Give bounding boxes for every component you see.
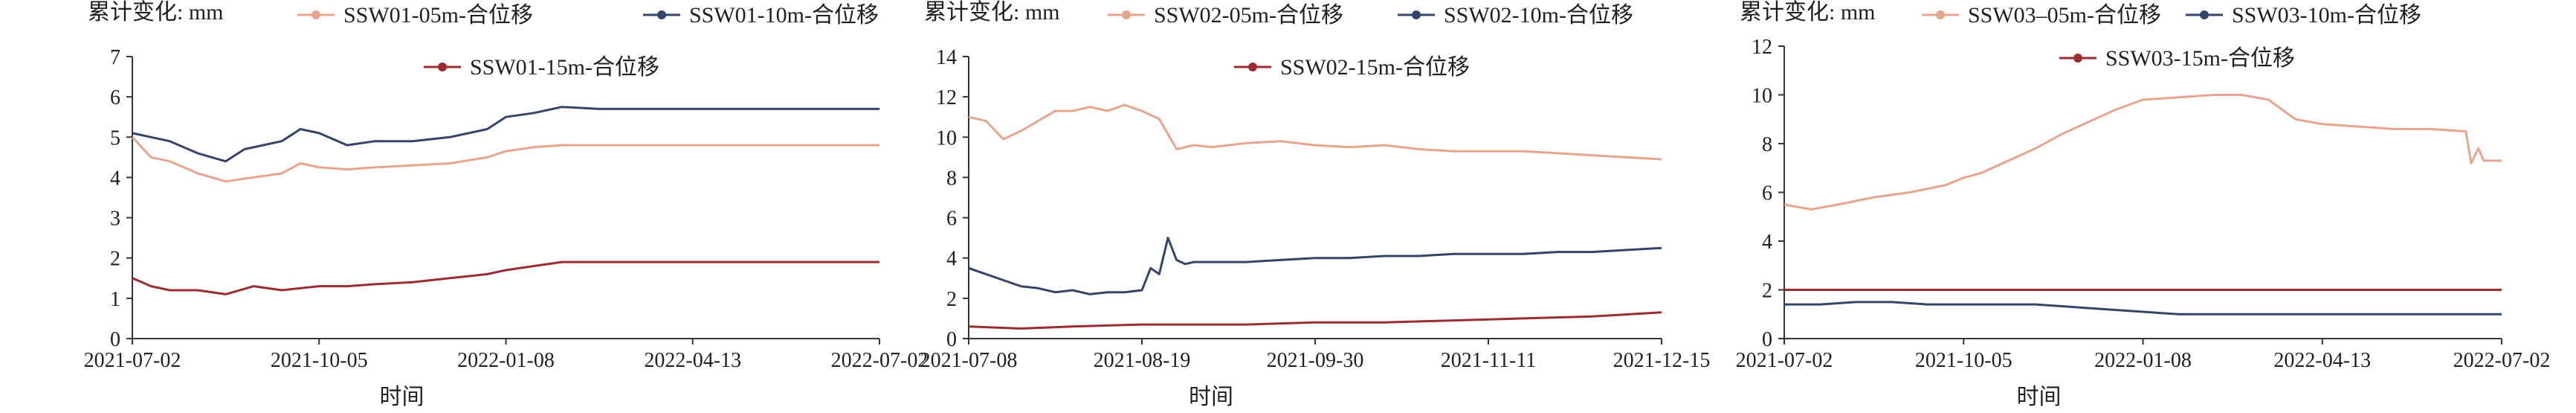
x-tick-label: 2021-09-30 [1267, 349, 1364, 372]
legend-label: SSW01-15m-合位移 [470, 55, 659, 80]
y-tick-label: 8 [946, 167, 957, 190]
legend-swatch-marker [1936, 10, 1945, 19]
x-tick-label: 2021-07-02 [84, 349, 181, 372]
x-tick-label: 2022-07-02 [831, 349, 929, 372]
legend-swatch-marker [438, 63, 447, 71]
legend-item-3: SSW03-15m-合位移 [2059, 46, 2295, 71]
legend-swatch-marker [657, 10, 666, 19]
x-tick-label: 2022-07-02 [2453, 349, 2551, 372]
chart-3: 0 2 4 6 8 10 12 2021-07-02 2021-10-05 2022-01-08 2… [1736, 0, 2551, 409]
x-tick-label: 2021-11-11 [1441, 349, 1537, 372]
x-tick-label: 2022-01-08 [2094, 349, 2192, 372]
y-tick-label: 10 [1752, 85, 1772, 108]
y-tick-label: 8 [1762, 133, 1772, 156]
legend-swatch-marker [311, 10, 320, 19]
y-axis-title: 累计变化: mm [924, 0, 1060, 25]
y-tick-label: 12 [936, 86, 957, 109]
y-tick-label: 3 [110, 208, 120, 231]
y-tick-label: 10 [936, 127, 957, 150]
legend-label: SSW02-15m-合位移 [1280, 55, 1470, 80]
y-axis-title: 累计变化: mm [1740, 0, 1876, 25]
legend-item-3: SSW02-15m-合位移 [1234, 55, 1470, 80]
y-tick-label: 0 [946, 328, 957, 351]
legend-label: SSW02-10m-合位移 [1444, 3, 1633, 28]
legend-label: SSW03-15m-合位移 [2105, 46, 2295, 71]
x-tick-label: 2021-12-15 [1613, 349, 1711, 372]
legend-item-2: SSW03-10m-合位移 [2186, 3, 2421, 28]
y-tick-label: 6 [1762, 182, 1772, 205]
legend-item-2: SSW01-10m-合位移 [643, 3, 879, 28]
chart-2: 0 2 4 6 8 10 12 14 2021-07-08 2021-08-19 2021-09-3… [920, 0, 1711, 409]
legend-item-1: SSW02-05m-合位移 [1108, 3, 1343, 28]
legend-label: SSW03-10m-合位移 [2232, 3, 2421, 28]
legend-item-3: SSW01-15m-合位移 [424, 55, 659, 80]
x-axis-title: 时间 [2017, 385, 2062, 409]
legend-item-1: SSW03–05m-合位移 [1922, 3, 2161, 28]
y-tick-label: 6 [946, 208, 957, 231]
y-tick-label: 7 [110, 46, 120, 69]
x-axis-title: 时间 [1189, 385, 1233, 409]
series-line-1 [1783, 94, 2502, 211]
legend-item-1: SSW01-05m-合位移 [297, 3, 533, 28]
y-tick-label: 4 [946, 248, 957, 271]
x-tick-label: 2021-10-05 [271, 349, 368, 372]
y-tick-label: 4 [1762, 231, 1772, 254]
legend-label: SSW01-05m-合位移 [343, 3, 533, 28]
legend-label: SSW02-05m-合位移 [1154, 3, 1343, 28]
y-tick-label: 4 [110, 167, 120, 190]
series-line-3 [968, 311, 1662, 330]
y-tick-label: 6 [110, 86, 120, 109]
x-tick-label: 2021-07-08 [920, 349, 1018, 372]
series-line-3 [132, 260, 879, 295]
legend-item-2: SSW02-10m-合位移 [1398, 3, 1633, 28]
y-tick-label: 0 [110, 328, 120, 351]
y-tick-label: 2 [946, 288, 957, 311]
series-line-2 [132, 106, 879, 163]
legend-label: SSW03–05m-合位移 [1968, 3, 2161, 28]
series-line-2 [1784, 301, 2502, 316]
y-tick-label: 1 [110, 288, 120, 311]
series-line-1 [131, 136, 879, 183]
x-axis-title: 时间 [380, 385, 425, 409]
x-tick-label: 2021-07-02 [1736, 349, 1833, 372]
y-tick-label: 14 [936, 46, 957, 69]
series-line-2 [968, 237, 1662, 295]
y-tick-label: 12 [1752, 36, 1772, 59]
y-tick-label: 2 [1762, 280, 1772, 303]
legend-swatch-marker [1248, 63, 1257, 71]
y-axis-title: 累计变化: mm [88, 0, 224, 25]
x-tick-label: 2022-04-13 [2273, 349, 2371, 372]
y-tick-label: 5 [110, 127, 120, 150]
legend-label: SSW01-10m-合位移 [689, 3, 879, 28]
y-tick-label: 0 [1762, 328, 1772, 351]
chart-1: 0 1 2 3 4 5 6 7 2021-07-02 2021-10-05 2022-01-08 20… [84, 0, 929, 409]
x-tick-label: 2021-08-19 [1094, 349, 1191, 372]
legend-swatch-marker [2073, 54, 2082, 63]
x-tick-label: 2021-10-05 [1915, 349, 2012, 372]
legend-swatch-marker [1412, 10, 1421, 19]
x-tick-label: 2022-04-13 [644, 349, 741, 372]
x-tick-label: 2022-01-08 [457, 349, 555, 372]
y-tick-label: 2 [110, 248, 120, 271]
series-line-1 [968, 103, 1662, 161]
legend-swatch-marker [1122, 10, 1131, 19]
legend-swatch-marker [2200, 10, 2209, 19]
